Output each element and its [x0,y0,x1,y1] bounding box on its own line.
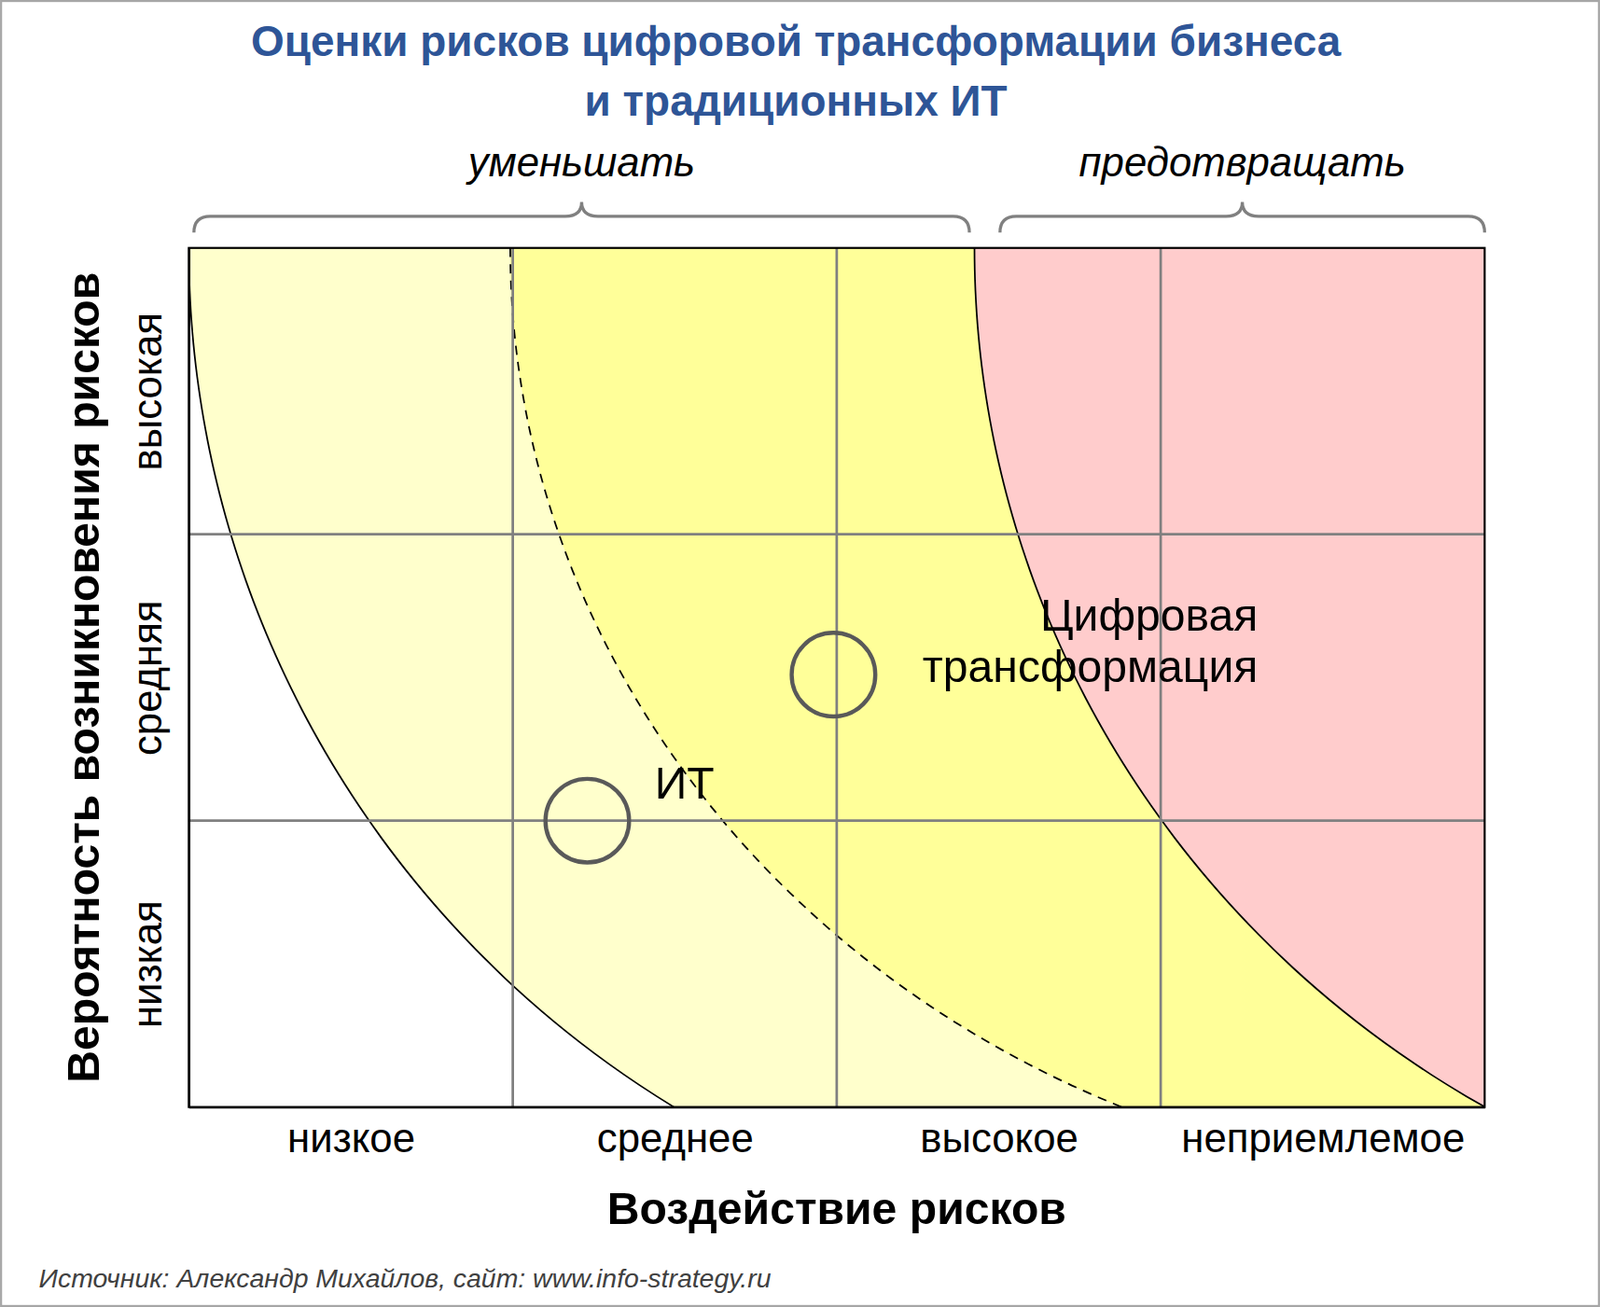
bracket [1000,202,1485,234]
zone-low [188,248,674,1108]
x-tick-label: низкое [287,1114,416,1161]
x-tick: высокое [919,1107,1079,1162]
x-tick: низкое [287,1107,416,1162]
x-tick: среднее [597,1107,754,1162]
x-axis-title: Воздействие рисков [607,1182,1067,1234]
chart: низкое среднее высокое неприемлемое низкая ср… [0,0,1600,1307]
point-label: Цифроваятрансформация [922,589,1259,692]
y-tick-label: высокая [124,312,170,471]
points [545,632,877,863]
x-tick: неприемлемое [1181,1107,1465,1162]
page-border [0,0,1600,1307]
x-tick-label: высокое [919,1114,1079,1161]
x-tick-label: среднее [597,1114,754,1161]
annotation: предотвращать [1079,139,1406,185]
y-tick: средняя [124,599,190,756]
grid-line-y [188,532,1485,536]
risk-zones [188,248,1485,1108]
y-tick-label: низкая [124,900,170,1029]
y-axis-title: Вероятность возникновения рисков [57,272,109,1084]
grid [188,248,1485,1108]
y-tick: низкая [124,900,190,1029]
annotations: уменьшать предотвращать [194,139,1486,233]
point-label: ИТ [654,757,715,808]
zone-low-border [188,248,674,1108]
annotation: уменьшать [465,139,696,185]
y-tick: высокая [124,312,190,471]
x-tick-label: неприемлемое [1181,1114,1465,1161]
y-axis: низкая средняя высокая [124,248,190,1108]
grid-line-y [188,819,1485,822]
point [545,779,630,863]
x-axis-line [189,1106,1486,1109]
title: Оценки рисков цифровой трансформации биз… [250,16,1342,125]
grid-line-x [835,248,839,1108]
x-axis: низкое среднее высокое неприемлемое [189,1107,1486,1162]
y-tick-label: средняя [124,599,170,756]
bracket [194,202,970,234]
plot-frame [188,248,1485,1108]
point-labels: ИТ Цифроваятрансформация [654,589,1259,808]
grid-line-x [511,248,515,1108]
source: Источник: Александр Михайлов, сайт: www.… [39,1263,772,1294]
zone-critical [188,248,1485,1108]
point [792,632,877,717]
y-axis-line [188,248,191,1108]
zone-high [188,248,1485,1108]
